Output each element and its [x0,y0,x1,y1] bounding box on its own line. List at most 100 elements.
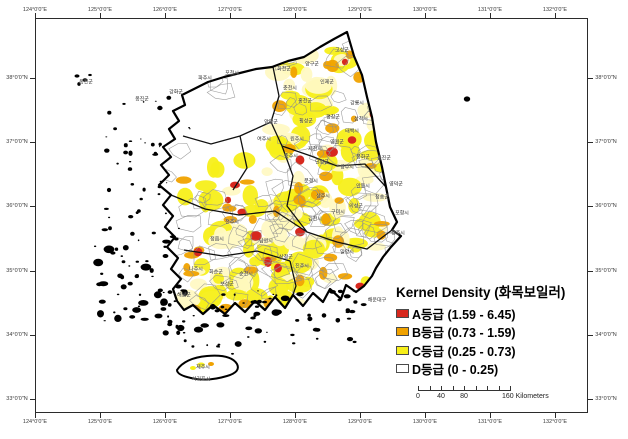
district-cell [250,217,279,241]
island-blob [138,300,149,306]
district-cell [208,243,233,261]
island-blob [140,317,149,321]
district-cell [292,274,312,299]
district-cell [230,55,248,69]
island-blob [128,265,131,267]
lat-tick-label-right: 33°0'0"N [595,396,617,402]
island-blob [174,237,179,241]
density-blob-orange [323,61,332,69]
district-cell [292,233,307,251]
district-cell [344,246,363,262]
lon-tick-bottom [35,413,36,418]
district-cell [297,189,323,208]
island-blob [188,127,191,129]
density-blob-orange [171,47,180,55]
island-blob [182,320,186,323]
lon-tick-label-top: 130°0'0"E [412,7,438,13]
island-blob [116,293,120,296]
island-blob [307,316,313,322]
lon-tick-label-bottom: 128°0'0"E [282,419,308,425]
island-blob [149,268,154,273]
island-blob [162,254,169,258]
island-blob [127,281,133,286]
island-blob [113,127,117,131]
island-blob [156,153,159,155]
density-blob-orange [319,171,333,182]
district-cell [191,194,207,210]
island-blob [256,299,262,304]
island-blob [120,255,124,257]
density-blob-yellow [210,161,225,178]
island-blob [77,82,81,86]
mainland-coastline [157,30,403,316]
density-blob-red [250,231,262,241]
district-cell [324,48,349,69]
district-cell [228,259,251,280]
island-blob [290,333,295,337]
scalebar-tick [510,386,511,391]
island-blob [128,140,133,142]
island-blob [222,314,230,317]
district-cell [240,33,255,46]
district-cell [377,96,399,112]
district-cell [231,203,247,222]
density-blob-orange [248,215,257,224]
scalebar-number: 80 [460,393,468,400]
density-blob-yellow [363,101,383,115]
district-cell [175,215,202,233]
island-blob [346,317,352,320]
density-blob-yellow [214,227,227,242]
island-blob [120,275,125,280]
province-borders [170,66,393,307]
island-blob [182,331,186,334]
island-blob [191,345,195,348]
district-cell [332,243,347,254]
density-blob-yellow [275,39,301,57]
district-cell [178,197,208,218]
density-blob-yellow [369,97,387,117]
island-blob [167,315,170,318]
island-blob [104,207,109,210]
island-blob [247,336,250,338]
lon-tick-label-bottom: 130°0'0"E [412,419,438,425]
district-cell [349,246,363,259]
district-cell [309,145,331,165]
density-blob-orange [290,66,298,78]
density-blob-yellow [242,185,258,206]
island-blob [162,291,165,294]
scalebar-tick [498,386,500,391]
density-blob-orange [183,270,200,277]
district-cell [243,264,259,277]
lat-tick-right [588,399,593,400]
island-blob [153,291,162,299]
legend-item-label: B등급 (0.73 - 1.59) [412,326,516,341]
density-blob-red [295,155,305,165]
lat-tick-right [588,78,593,79]
legend-item-label: D등급 (0 - 0.25) [412,363,499,378]
density-blob-yellow [233,152,256,169]
district-cell [249,269,279,297]
legend-item: C등급 (0.25 - 0.73) [396,341,568,360]
lon-tick-label-top: 128°0'0"E [282,7,308,13]
density-blob-orange [334,197,344,204]
density-blob-yellow [292,111,317,128]
district-cell [286,161,316,188]
district-cell [170,34,189,48]
district-cell [311,269,338,290]
island-blob [272,293,275,296]
density-blob-yellow [261,167,273,177]
island-blob [346,294,349,296]
island-blob [137,239,140,242]
density-blob-orange [298,195,306,208]
island-blob [345,310,350,314]
density-blob-orange [365,47,379,57]
district-cell [261,261,291,279]
lat-tick-label-left: 37°0'0"N [6,139,28,146]
district-cell [297,187,322,204]
district-cell [272,228,290,243]
island-blob [130,231,135,236]
district-cell [323,115,340,128]
lat-tick-label-right: 35°0'0"N [595,267,617,274]
district-cell [209,275,231,292]
island-blob [159,180,163,183]
